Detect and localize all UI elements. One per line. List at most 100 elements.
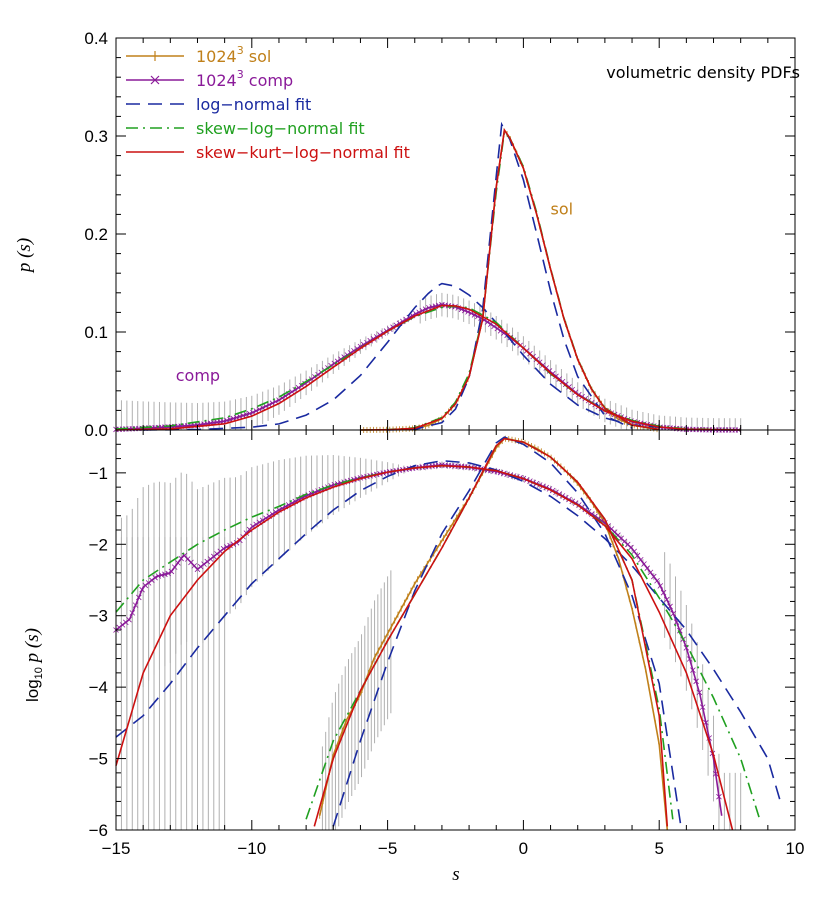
x-axis-label: s — [452, 864, 459, 885]
comp-marker — [168, 568, 175, 575]
comp-marker — [660, 589, 667, 596]
bottom-series-line — [313, 437, 669, 827]
y-tick-label: −4 — [89, 678, 108, 697]
comp-marker — [703, 719, 709, 726]
bottom-ylabel: log10 p (s) — [22, 628, 45, 702]
top-series-line — [360, 127, 660, 431]
comp-marker — [696, 689, 703, 696]
y-tick-label: −2 — [89, 535, 108, 554]
comp-marker — [650, 573, 657, 580]
comp-marker — [647, 569, 654, 576]
comp-marker — [116, 624, 123, 631]
legend-label: 10243 sol — [196, 44, 271, 66]
comp-marker — [585, 508, 592, 515]
comp-marker — [145, 580, 152, 586]
comp-marker — [126, 616, 132, 623]
bottom-series-line — [115, 459, 783, 806]
top-series-line — [143, 282, 741, 431]
comp-marker — [204, 558, 211, 565]
x-tick-label: −5 — [378, 839, 397, 858]
comp-marker — [589, 511, 595, 517]
bottom-ticks: −1 −2 −3 −4 −5 −6−15 −10 −5 0 5 10 — [89, 430, 805, 858]
comp-marker — [227, 542, 233, 549]
comp-marker — [243, 411, 250, 418]
comp-marker — [217, 548, 224, 555]
panel-annotation: volumetric density PDFs — [606, 63, 800, 82]
y-tick-label: 0.3 — [84, 127, 108, 146]
comp-marker — [654, 577, 660, 584]
bottom-plot-frame — [115, 429, 796, 831]
curve-labels: sol comp — [176, 199, 573, 385]
comp-marker — [670, 610, 677, 617]
y-tick-label: 0.2 — [84, 225, 108, 244]
legend-label: skew−log−normal fit — [196, 119, 365, 138]
comp-marker — [152, 574, 158, 581]
comp-marker — [210, 553, 217, 560]
x-tick-label: −15 — [102, 839, 131, 858]
y-tick-label: 0.0 — [84, 421, 108, 440]
comp-marker — [628, 544, 634, 551]
x-tick-label: 5 — [654, 839, 663, 858]
comp-marker — [634, 552, 641, 559]
comp-marker — [240, 412, 246, 419]
comp-marker — [409, 312, 416, 319]
bottom-series-line — [115, 464, 734, 831]
top-error-bars — [115, 292, 742, 430]
comp-marker — [155, 573, 162, 579]
top-ticks: 0.0 0.1 0.2 0.3 0.4 — [84, 29, 796, 440]
top-ylabel: p (s) — [14, 238, 35, 274]
x-tick-label: 0 — [519, 839, 528, 858]
comp-marker — [214, 551, 220, 557]
comp-marker — [194, 566, 201, 573]
comp-marker — [693, 678, 699, 685]
comp-marker — [136, 594, 142, 601]
comp-marker — [197, 563, 204, 570]
comp-marker — [171, 564, 178, 570]
legend-label: skew−kurt−log−normal fit — [196, 143, 410, 162]
comp-marker — [165, 570, 171, 577]
comp-marker — [269, 400, 276, 406]
comp-marker — [132, 602, 139, 608]
curve-label: sol — [551, 199, 574, 218]
comp-marker — [149, 577, 155, 584]
top-series-line — [115, 305, 741, 431]
comp-marker — [637, 556, 644, 563]
bottom-series-line — [332, 436, 682, 827]
comp-marker — [201, 561, 207, 567]
x-tick-label: 10 — [786, 839, 805, 858]
x-tick-label: −10 — [237, 839, 266, 858]
comp-marker — [644, 565, 651, 571]
comp-marker — [657, 583, 664, 589]
comp-marker — [690, 667, 696, 673]
top-series-line — [387, 121, 633, 431]
top-series-line — [360, 129, 660, 431]
comp-marker — [207, 556, 214, 562]
bottom-series-line — [318, 437, 669, 831]
comp-marker — [122, 619, 129, 626]
top-series-line — [360, 127, 660, 431]
top-series-group — [113, 121, 742, 433]
top-panel: 0.00.10.20.30.4 volumetric density PDFs … — [14, 29, 800, 440]
comp-marker — [129, 610, 136, 616]
y-tick-label: 0.1 — [84, 323, 108, 342]
bottom-panel: −1 −2 −3 −4 −5 −6−15 −10 −5 0 5 10 log10 p (s) s — [22, 429, 805, 885]
comp-marker — [139, 586, 145, 593]
bottom-series-line — [115, 464, 723, 816]
legend-label: 10243 comp — [196, 68, 293, 90]
comp-marker — [142, 582, 149, 589]
comp-marker — [175, 560, 181, 566]
curve-label: comp — [176, 366, 220, 385]
legend-label: log−normal fit — [196, 95, 311, 114]
comp-marker — [716, 793, 722, 800]
comp-marker — [699, 704, 706, 710]
comp-marker — [246, 410, 253, 417]
y-tick-label: −3 — [89, 607, 108, 626]
bottom-series-group — [113, 435, 783, 831]
comp-marker — [664, 596, 670, 603]
comp-marker — [641, 561, 647, 567]
comp-marker — [162, 571, 168, 578]
comp-marker — [677, 627, 683, 634]
comp-marker — [119, 622, 126, 628]
